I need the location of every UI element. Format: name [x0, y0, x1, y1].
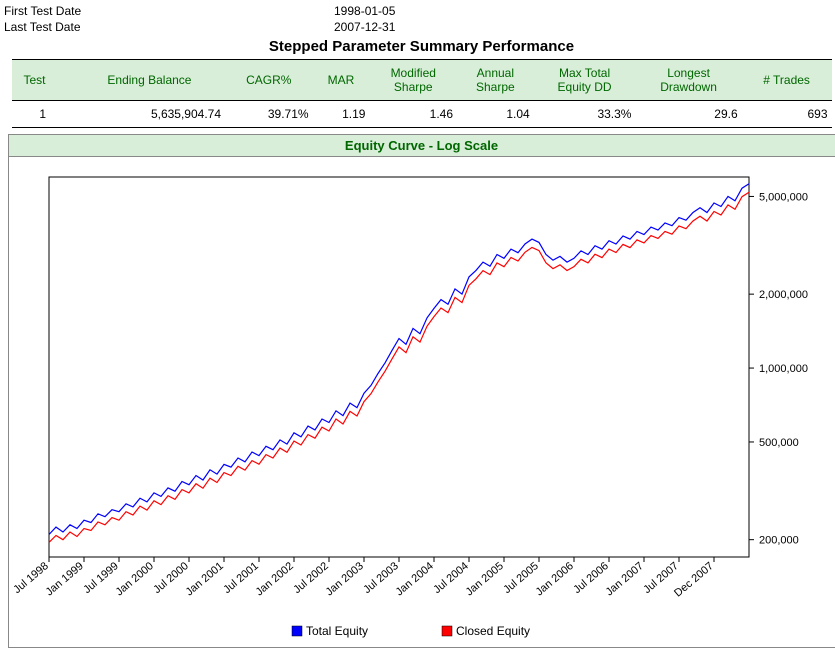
chart-title: Equity Curve - Log Scale	[9, 135, 835, 157]
table-header-row: Test Ending Balance CAGR% MAR ModifiedSh…	[12, 60, 832, 101]
svg-text:Jan 2003: Jan 2003	[323, 560, 365, 598]
equity-chart-panel: Equity Curve - Log Scale 200,000 500,000 1…	[8, 134, 835, 648]
col-mod-sharpe: ModifiedSharpe	[369, 60, 457, 101]
svg-text:Jan 2001: Jan 2001	[183, 560, 225, 598]
performance-table: Test Ending Balance CAGR% MAR ModifiedSh…	[12, 59, 832, 128]
svg-text:Jan 2002: Jan 2002	[253, 560, 295, 598]
last-test-date-row: Last Test Date 2007-12-31	[4, 20, 835, 34]
cell-test: 1	[12, 101, 74, 128]
svg-text:Jan 2006: Jan 2006	[533, 560, 575, 598]
svg-text:Jan 2005: Jan 2005	[463, 560, 505, 598]
col-mar: MAR	[313, 60, 370, 101]
svg-text:2,000,000: 2,000,000	[759, 289, 808, 301]
cell-trades: 693	[742, 101, 832, 128]
col-ending-balance: Ending Balance	[74, 60, 225, 101]
svg-text:Jan 1999: Jan 1999	[43, 560, 85, 598]
cell-longest-dd: 29.6	[635, 101, 741, 128]
cell-mar: 1.19	[313, 101, 370, 128]
col-longest-dd: LongestDrawdown	[635, 60, 741, 101]
cell-max-dd: 33.3%	[534, 101, 636, 128]
first-test-date-row: First Test Date 1998-01-05	[4, 4, 835, 18]
cell-mod-sharpe: 1.46	[369, 101, 457, 128]
col-ann-sharpe: AnnualSharpe	[457, 60, 534, 101]
svg-text:Jan 2007: Jan 2007	[603, 560, 645, 598]
equity-curve-chart: 200,000 500,000 1,000,000 2,000,000 5,000,00…	[9, 157, 835, 647]
svg-text:5,000,000: 5,000,000	[759, 191, 808, 203]
first-test-date-value: 1998-01-05	[334, 4, 395, 18]
svg-text:Jan 2000: Jan 2000	[113, 560, 155, 598]
last-test-date-value: 2007-12-31	[334, 20, 395, 34]
col-max-dd: Max TotalEquity DD	[534, 60, 636, 101]
svg-text:Closed Equity: Closed Equity	[456, 624, 530, 638]
col-cagr: CAGR%	[225, 60, 313, 101]
col-test: Test	[12, 60, 74, 101]
svg-text:Total Equity: Total Equity	[306, 624, 368, 638]
cell-cagr: 39.71%	[225, 101, 313, 128]
page-title: Stepped Parameter Summary Performance	[4, 38, 835, 55]
col-trades: # Trades	[742, 60, 832, 101]
first-test-date-label: First Test Date	[4, 4, 334, 18]
last-test-date-label: Last Test Date	[4, 20, 334, 34]
svg-text:1,000,000: 1,000,000	[759, 363, 808, 375]
chart-body: 200,000 500,000 1,000,000 2,000,000 5,000,00…	[9, 157, 835, 647]
svg-text:200,000: 200,000	[759, 535, 799, 547]
svg-text:Dec 2007: Dec 2007	[672, 560, 716, 599]
svg-text:Jan 2004: Jan 2004	[393, 560, 435, 598]
svg-text:500,000: 500,000	[759, 437, 799, 449]
cell-ending-balance: 5,635,904.74	[74, 101, 225, 128]
table-row: 1 5,635,904.74 39.71% 1.19 1.46 1.04 33.…	[12, 101, 832, 128]
cell-ann-sharpe: 1.04	[457, 101, 534, 128]
